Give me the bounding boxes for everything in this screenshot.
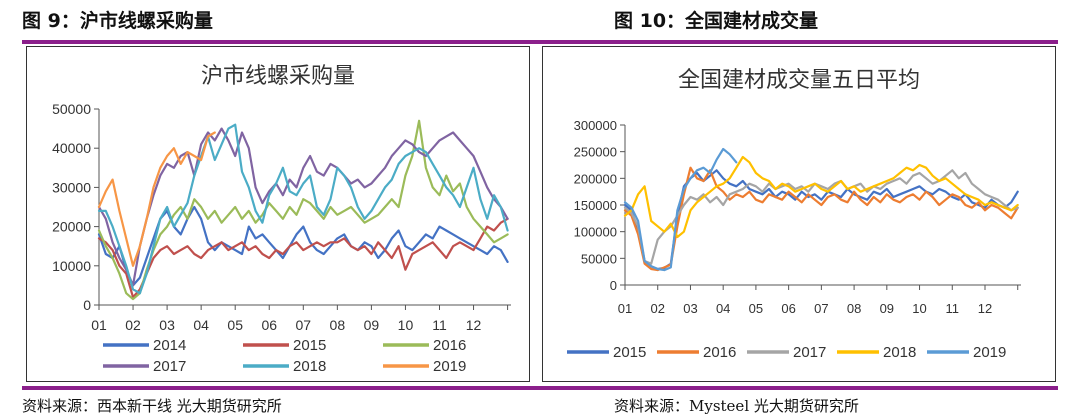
x-tick-label: 11 — [432, 317, 447, 333]
series-line-2017 — [623, 169, 1019, 265]
x-tick-label: 05 — [749, 301, 763, 316]
y-tick-label: 20000 — [52, 219, 91, 235]
x-tick-label: 01 — [91, 317, 107, 333]
x-tick-label: 10 — [398, 317, 414, 333]
y-tick-label: 250000 — [574, 145, 617, 160]
y-tick-label: 300000 — [574, 118, 617, 133]
x-tick-label: 04 — [193, 317, 209, 333]
y-tick-label: 200000 — [574, 171, 617, 186]
x-tick-label: 09 — [880, 301, 894, 316]
x-tick-label: 03 — [159, 317, 175, 333]
x-tick-label: 04 — [716, 301, 730, 316]
y-tick-label: 50000 — [52, 101, 91, 117]
legend-label-2016: 2016 — [703, 344, 736, 361]
x-tick-label: 02 — [125, 317, 141, 333]
x-tick-label: 02 — [650, 301, 664, 316]
legend-label-2018: 2018 — [293, 358, 326, 375]
x-tick-label: 07 — [296, 317, 312, 333]
left-figure-caption: 图 9：沪市线螺采购量 — [22, 10, 213, 32]
chart-title: 沪市线螺采购量 — [201, 64, 355, 89]
series-line-2016 — [97, 119, 509, 301]
legend-label-2019: 2019 — [433, 358, 466, 375]
legend-label-2016: 2016 — [433, 337, 466, 354]
x-tick-label: 03 — [683, 301, 697, 316]
legend-label-2015: 2015 — [613, 344, 646, 361]
legend-label-2019: 2019 — [973, 344, 1006, 361]
series-line-2018 — [97, 123, 509, 295]
x-tick-label: 11 — [946, 301, 960, 316]
right-figure-caption: 图 10：全国建材成交量 — [614, 10, 819, 32]
series-line-2016 — [623, 166, 1019, 272]
left-chart: 沪市线螺采购量 0 10000 20000 30000 40000 50000 01 02 03 0… — [52, 64, 511, 375]
right-chart-panel: 全国建材成交量五日平均 0 50000 100000 150000 200000 25000… — [542, 46, 1056, 382]
x-tick-label: 06 — [781, 301, 795, 316]
legend-label-2017: 2017 — [793, 344, 826, 361]
y-tick-label: 10000 — [52, 258, 91, 274]
x-tick-label: 12 — [466, 317, 482, 333]
series-line-2018 — [623, 155, 1019, 239]
x-tick-label: 10 — [912, 301, 926, 316]
right-chart: 全国建材成交量五日平均 0 50000 100000 150000 200000 25000… — [567, 68, 1021, 361]
chart-title: 全国建材成交量五日平均 — [678, 68, 920, 93]
y-tick-label: 0 — [610, 278, 617, 293]
y-tick-label: 50000 — [581, 251, 617, 266]
bottom-rule — [22, 386, 1058, 390]
legend-label-2015: 2015 — [293, 337, 326, 354]
series-line-2019 — [623, 147, 738, 272]
x-tick-label: 06 — [261, 317, 277, 333]
legend-label-2018: 2018 — [883, 344, 916, 361]
x-tick-label: 09 — [364, 317, 380, 333]
top-rule — [22, 40, 1058, 44]
left-chart-panel: 沪市线螺采购量 0 10000 20000 30000 40000 50000 01 02 03 0… — [26, 46, 530, 382]
y-tick-label: 100000 — [574, 225, 617, 240]
series-line-2015 — [97, 217, 509, 299]
x-tick-label: 12 — [978, 301, 992, 316]
left-source-note: 资料来源：西本新干线 光大期货研究所 — [22, 397, 282, 415]
y-tick-label: 150000 — [574, 198, 617, 213]
x-tick-label: 07 — [814, 301, 828, 316]
legend-label-2014: 2014 — [153, 337, 186, 354]
x-tick-label: 01 — [618, 301, 632, 316]
x-tick-label: 05 — [227, 317, 243, 333]
x-tick-label: 08 — [847, 301, 861, 316]
legend-label-2017: 2017 — [153, 358, 186, 375]
right-source-note: 资料来源：Mysteel 光大期货研究所 — [614, 397, 859, 415]
series-line-2019 — [97, 131, 216, 267]
y-tick-label: 0 — [83, 297, 91, 313]
y-tick-label: 40000 — [52, 140, 91, 156]
x-tick-label: 08 — [330, 317, 346, 333]
y-tick-label: 30000 — [52, 179, 91, 195]
series-line-2014 — [97, 205, 509, 287]
series-line-2017 — [97, 127, 509, 287]
